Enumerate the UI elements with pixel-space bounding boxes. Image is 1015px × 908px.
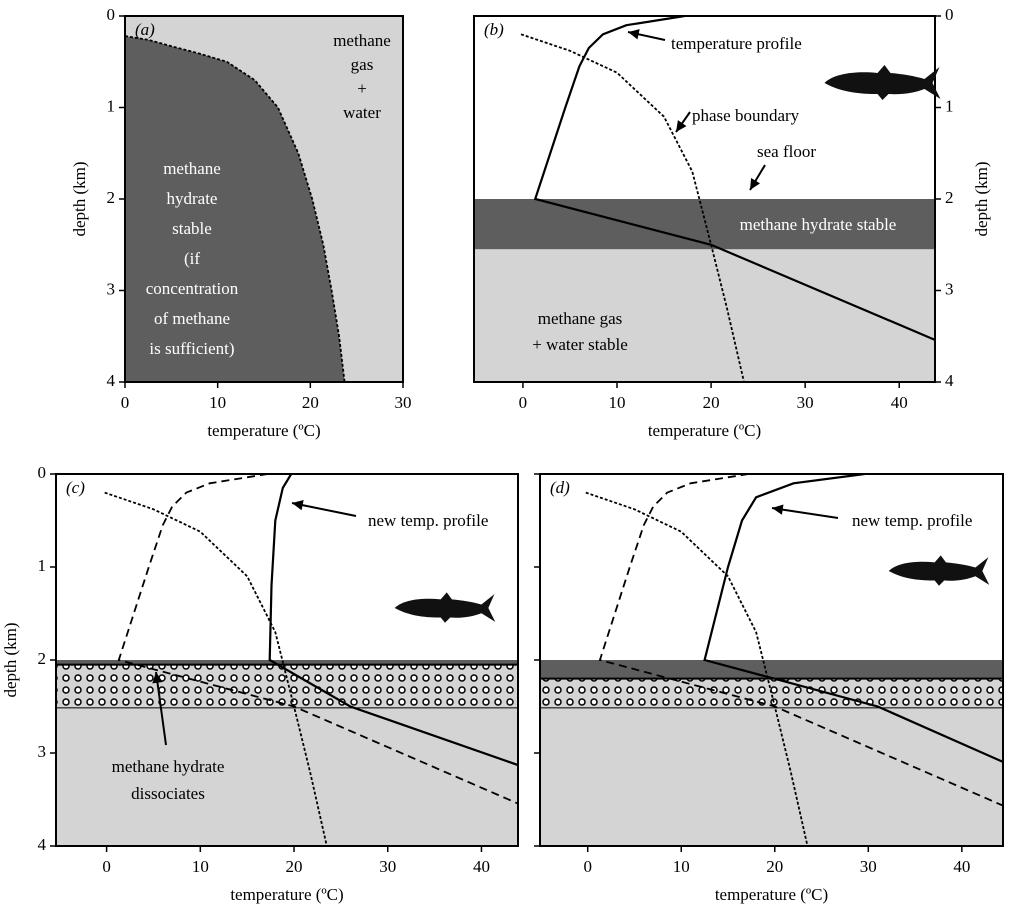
arrow-head — [676, 120, 687, 132]
x-tick-label: 0 — [583, 857, 592, 876]
y-axis-label: depth (km) — [70, 161, 89, 236]
arrow-shaft — [291, 502, 357, 517]
panel-label: (c) — [66, 478, 85, 497]
y-axis-label: depth (km) — [1, 622, 20, 697]
depth-band — [540, 660, 1003, 679]
annotation: hydrate — [167, 189, 218, 208]
depth-band — [56, 708, 518, 846]
depth-band — [474, 249, 935, 382]
annotation: of methane — [154, 309, 230, 328]
annotation: methane — [163, 159, 221, 178]
panel-label: (a) — [135, 20, 155, 39]
annotation: phase boundary — [692, 106, 800, 125]
x-tick-label: 10 — [192, 857, 209, 876]
depth-band — [540, 708, 1003, 846]
arrow-shaft — [155, 671, 167, 746]
x-tick-label: 0 — [102, 857, 111, 876]
x-tick-label: 20 — [302, 393, 319, 412]
y-tick-label: 3 — [38, 742, 47, 761]
annotation: gas — [351, 55, 374, 74]
y-tick-label: 3 — [107, 279, 116, 298]
arrow-head — [292, 500, 304, 511]
y-tick-label: 2 — [945, 188, 954, 207]
series-line — [703, 474, 1003, 764]
x-axis-label: temperature (ºC) — [715, 885, 828, 904]
annotation: temperature profile — [671, 34, 802, 53]
depth-band — [540, 677, 1003, 710]
series-line — [585, 491, 809, 846]
annotation: methane gas — [538, 309, 623, 328]
annotation: stable — [172, 219, 212, 238]
x-tick-label: 10 — [609, 393, 626, 412]
series-line — [533, 16, 935, 342]
annotation: new temp. profile — [852, 511, 972, 530]
x-tick-label: 30 — [797, 393, 814, 412]
y-tick-label: 1 — [945, 96, 954, 115]
x-tick-label: 20 — [703, 393, 720, 412]
x-tick-label: 40 — [473, 857, 490, 876]
x-tick-label: 0 — [121, 393, 130, 412]
y-axis-label: depth (km) — [972, 161, 991, 236]
y-tick-label: 4 — [38, 835, 47, 854]
arrow-head — [152, 672, 163, 684]
annotation: dissociates — [131, 784, 205, 803]
annotation: + water stable — [532, 335, 628, 354]
arrow-head — [628, 29, 640, 40]
x-tick-label: 30 — [860, 857, 877, 876]
series-line — [104, 491, 328, 846]
x-tick-label: 30 — [379, 857, 396, 876]
arrow-head — [750, 178, 761, 190]
arrow-shaft — [771, 507, 839, 519]
arrow-head — [772, 504, 784, 515]
plot-area — [125, 16, 403, 382]
x-tick-label: 10 — [209, 393, 226, 412]
plot-area — [540, 474, 1003, 846]
y-tick-label: 2 — [38, 649, 47, 668]
annotation: (if — [184, 249, 200, 268]
y-tick-label: 1 — [107, 96, 116, 115]
x-tick-label: 40 — [953, 857, 970, 876]
x-axis-label: temperature (ºC) — [207, 421, 320, 440]
y-tick-label: 4 — [107, 371, 116, 390]
panel-label: (d) — [550, 478, 570, 497]
annotation: + — [357, 79, 367, 98]
x-tick-label: 40 — [891, 393, 908, 412]
annotation: methane — [333, 31, 391, 50]
x-tick-label: 20 — [286, 857, 303, 876]
series-line — [598, 474, 1003, 807]
x-axis-label: temperature (ºC) — [648, 421, 761, 440]
y-tick-label: 1 — [38, 556, 47, 575]
series-line — [520, 33, 745, 382]
stable-region — [125, 36, 345, 382]
panel-label: (b) — [484, 20, 504, 39]
y-tick-label: 4 — [945, 371, 954, 390]
y-tick-label: 2 — [107, 188, 116, 207]
annotation: water — [343, 103, 381, 122]
y-tick-label: 0 — [38, 463, 47, 482]
series-line — [268, 474, 518, 767]
annotation: is sufficient) — [149, 339, 234, 358]
y-tick-label: 0 — [107, 5, 116, 24]
plot-area — [56, 474, 518, 846]
depth-band — [474, 199, 935, 250]
annotation: new temp. profile — [368, 511, 488, 530]
annotation: methane hydrate stable — [740, 215, 897, 234]
series-line — [117, 474, 518, 805]
series-line — [125, 35, 346, 382]
annotation: methane hydrate — [112, 757, 225, 776]
depth-band — [56, 660, 518, 665]
x-tick-label: 30 — [395, 393, 412, 412]
y-tick-label: 0 — [945, 5, 954, 24]
x-tick-label: 10 — [673, 857, 690, 876]
annotation: concentration — [146, 279, 239, 298]
x-tick-label: 0 — [519, 393, 528, 412]
annotation: sea floor — [757, 142, 816, 161]
y-tick-label: 3 — [945, 279, 954, 298]
x-tick-label: 20 — [766, 857, 783, 876]
x-axis-label: temperature (ºC) — [230, 885, 343, 904]
